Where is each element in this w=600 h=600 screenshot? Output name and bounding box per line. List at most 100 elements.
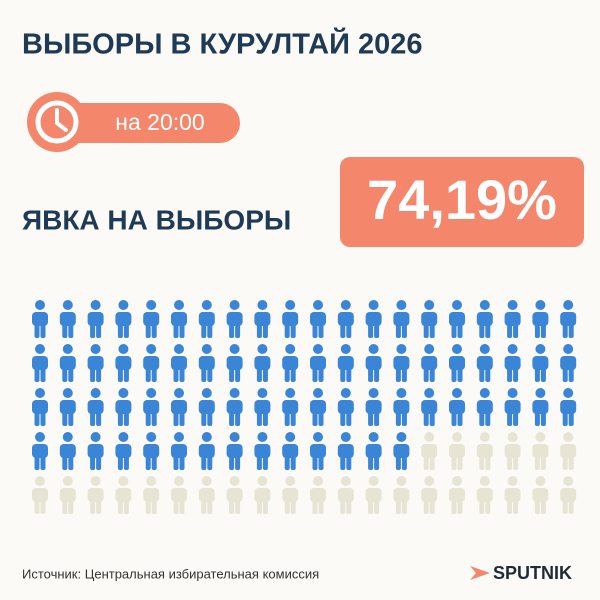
icon-leg [423,454,429,470]
icon-body [532,488,549,502]
icon-head [201,300,212,310]
icon-leg [368,498,374,514]
person-icon [254,300,271,338]
person-icon [59,476,76,514]
icon-leg [68,454,74,470]
icon-head [146,432,157,442]
person-icon [171,432,187,470]
person-icon [143,432,160,470]
person-icon [337,388,354,426]
icon-body [476,356,493,370]
icon-leg [256,366,262,382]
icon-leg [568,498,574,514]
person-icon [365,476,382,514]
icon-head [535,476,546,486]
icon-body [171,400,187,414]
icon-leg [262,410,268,426]
icon-leg [151,322,157,338]
icon-head [507,432,518,442]
icon-head [174,476,184,486]
person-icon [87,476,104,514]
icon-leg [284,498,290,514]
person-icon [87,388,104,426]
icon-leg [207,366,213,382]
icon-head [396,432,407,442]
icon-leg [256,498,262,514]
person-icon [504,432,521,470]
icon-body [87,400,104,414]
icon-head [229,344,240,354]
person-icon [449,300,465,338]
icon-head [257,300,268,310]
icon-body [337,312,354,326]
icon-head [424,476,435,486]
icon-leg [507,498,513,514]
icon-body [254,356,271,370]
icon-leg [117,366,123,382]
icon-leg [540,366,546,382]
icon-leg [562,498,568,514]
icon-leg [62,410,68,426]
icon-body [226,400,243,414]
icon-head [313,388,323,398]
icon-leg [534,454,540,470]
icon-body [476,444,493,458]
person-icon [87,300,104,338]
icon-leg [318,410,324,426]
icon-head [90,432,101,442]
icon-leg [507,454,513,470]
icon-head [313,432,323,442]
icon-leg [451,454,457,470]
icon-body [421,312,438,326]
icon-leg [145,410,151,426]
icon-leg [507,366,513,382]
icon-body [365,400,382,414]
icon-leg [96,454,102,470]
icon-head [535,388,546,398]
icon-leg [96,498,102,514]
icon-body [449,400,465,414]
icon-leg [151,454,157,470]
icon-body [282,488,299,502]
icon-leg [90,410,96,426]
icon-leg [62,454,68,470]
icon-head [257,432,268,442]
icon-body [532,356,549,370]
icon-head [507,476,518,486]
icon-body [393,356,410,370]
person-icon [59,344,76,382]
icon-body [171,444,187,458]
icon-leg [395,410,401,426]
icon-leg [117,322,123,338]
person-icon [365,432,382,470]
icon-leg [290,498,296,514]
icon-leg [451,410,457,426]
icon-body [254,400,271,414]
icon-head [563,344,574,354]
icon-body [421,444,438,458]
icon-head [62,432,73,442]
icon-leg [201,322,207,338]
person-icon [32,432,48,470]
icon-leg [318,366,324,382]
icon-leg [207,322,213,338]
icon-array [32,300,577,514]
icon-leg [534,366,540,382]
icon-leg [96,366,102,382]
icon-head [90,300,101,310]
person-icon [310,432,326,470]
icon-body [393,400,410,414]
person-icon [115,300,132,338]
icon-body [310,312,326,326]
person-icon [59,432,76,470]
icon-body [226,312,243,326]
icon-body [310,356,326,370]
icon-body [171,488,187,502]
clock-face [35,100,79,144]
icon-head [424,432,435,442]
icon-head [340,300,351,310]
person-icon [198,388,215,426]
icon-leg [479,498,485,514]
icon-leg [68,366,74,382]
